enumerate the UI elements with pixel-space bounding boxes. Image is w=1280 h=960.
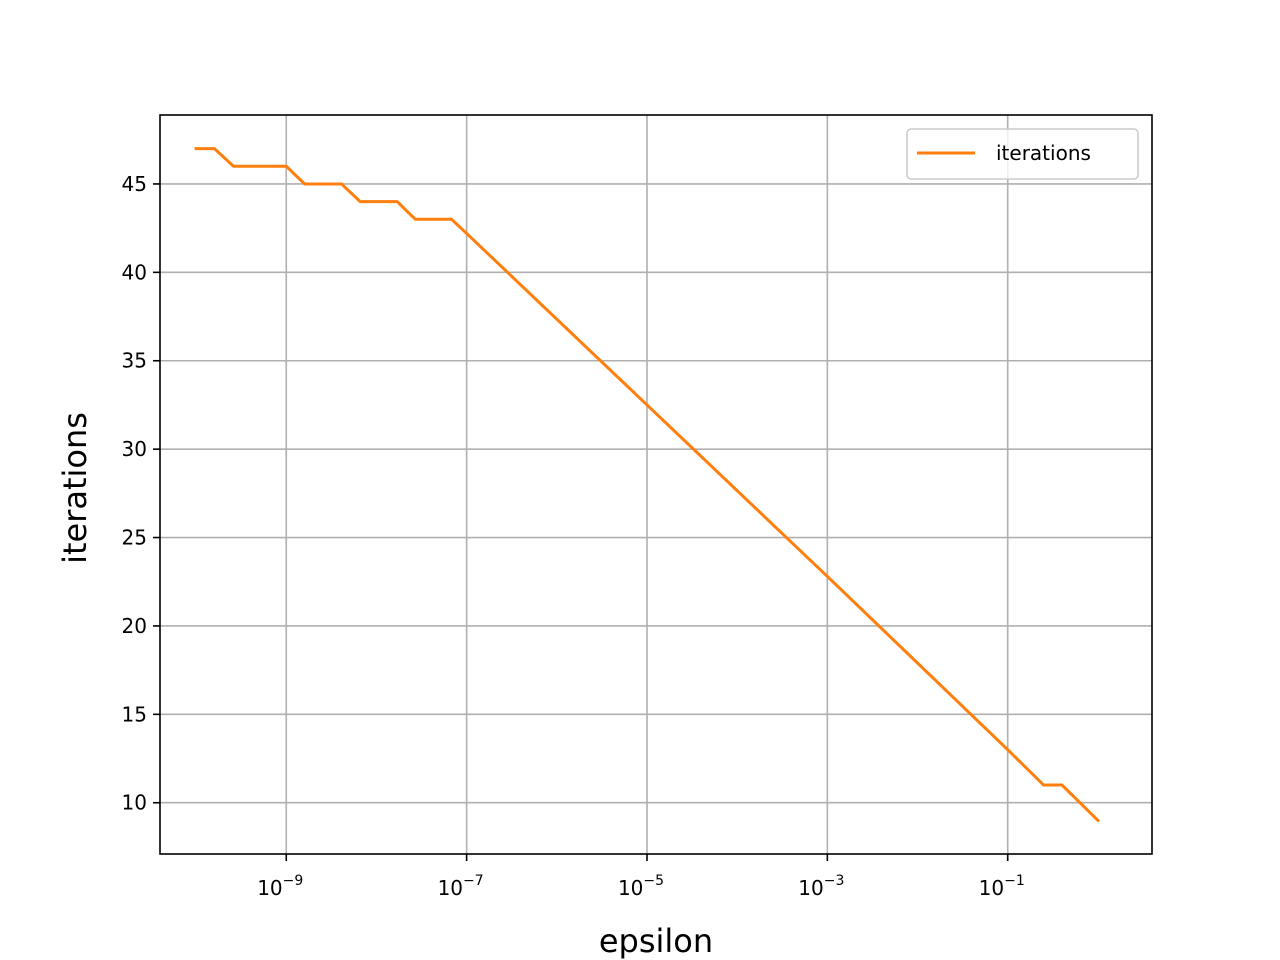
legend-label: iterations xyxy=(996,141,1091,165)
x-tick-label: 10−3 xyxy=(798,873,844,900)
legend-box xyxy=(906,128,1139,180)
y-tick-label: 10 xyxy=(122,791,147,815)
x-tick-label: 10−7 xyxy=(438,873,484,900)
y-tick-label: 20 xyxy=(122,614,147,638)
y-tick-label: 25 xyxy=(122,526,147,550)
series-line-iterations xyxy=(194,147,1101,823)
plot-frame xyxy=(159,114,1153,855)
x-tick-label: 10−5 xyxy=(618,873,664,900)
legend: iterations xyxy=(906,128,1139,180)
x-axis-ticks: 10−9 10−7 10−5 10−3 10−1 xyxy=(257,854,1025,900)
y-tick-label: 40 xyxy=(122,260,147,284)
x-axis-label: epsilon xyxy=(599,922,713,960)
grid xyxy=(160,115,1152,854)
y-axis-label: iterations xyxy=(56,412,94,564)
y-tick-label: 30 xyxy=(122,437,147,461)
y-tick-label: 45 xyxy=(122,172,147,196)
x-tick-label: 10−1 xyxy=(979,873,1025,900)
y-axis-ticks: 10 15 20 25 30 35 40 45 xyxy=(122,172,160,815)
y-tick-label: 35 xyxy=(122,349,147,373)
series-layer xyxy=(194,147,1101,823)
x-tick-label: 10−9 xyxy=(257,873,303,900)
y-tick-label: 15 xyxy=(122,702,147,726)
